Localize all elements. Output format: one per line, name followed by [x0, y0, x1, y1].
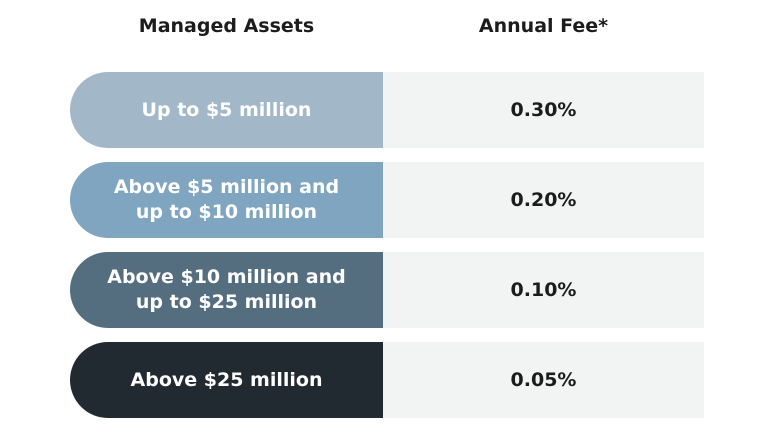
- tier-label-text: Above $25 million: [130, 368, 323, 391]
- tier-label: Up to $5 million: [70, 72, 383, 148]
- fee-tier-row-2: Above $5 million and up to $10 million 0…: [70, 162, 704, 238]
- tier-label-text: Up to $5 million: [141, 98, 312, 121]
- fee-tier-row-1: Up to $5 million 0.30%: [70, 72, 704, 148]
- tier-fee: 0.20%: [383, 162, 704, 238]
- fee-tier-row-3: Above $10 million and up to $25 million …: [70, 252, 704, 328]
- annual-fee-header: Annual Fee*: [478, 15, 609, 37]
- tier-label: Above $25 million: [70, 342, 383, 418]
- tier-label-line-2: up to $25 million: [135, 291, 318, 313]
- fee-tier-row-4: Above $25 million 0.05%: [70, 342, 704, 418]
- tier-fee: 0.30%: [383, 72, 704, 148]
- tier-label-line-2: up to $10 million: [135, 201, 318, 223]
- tier-label-line-1: Above $10 million and: [107, 266, 346, 288]
- tier-label-text: Above $10 million and up to $25 million: [107, 265, 346, 315]
- tier-fee: 0.10%: [383, 252, 704, 328]
- tier-fee: 0.05%: [383, 342, 704, 418]
- managed-assets-header: Managed Assets: [138, 15, 315, 37]
- tier-label-line-1: Above $5 million and: [113, 176, 340, 198]
- tier-label: Above $10 million and up to $25 million: [70, 252, 383, 328]
- tier-label-text: Above $5 million and up to $10 million: [114, 175, 339, 225]
- tier-label: Above $5 million and up to $10 million: [70, 162, 383, 238]
